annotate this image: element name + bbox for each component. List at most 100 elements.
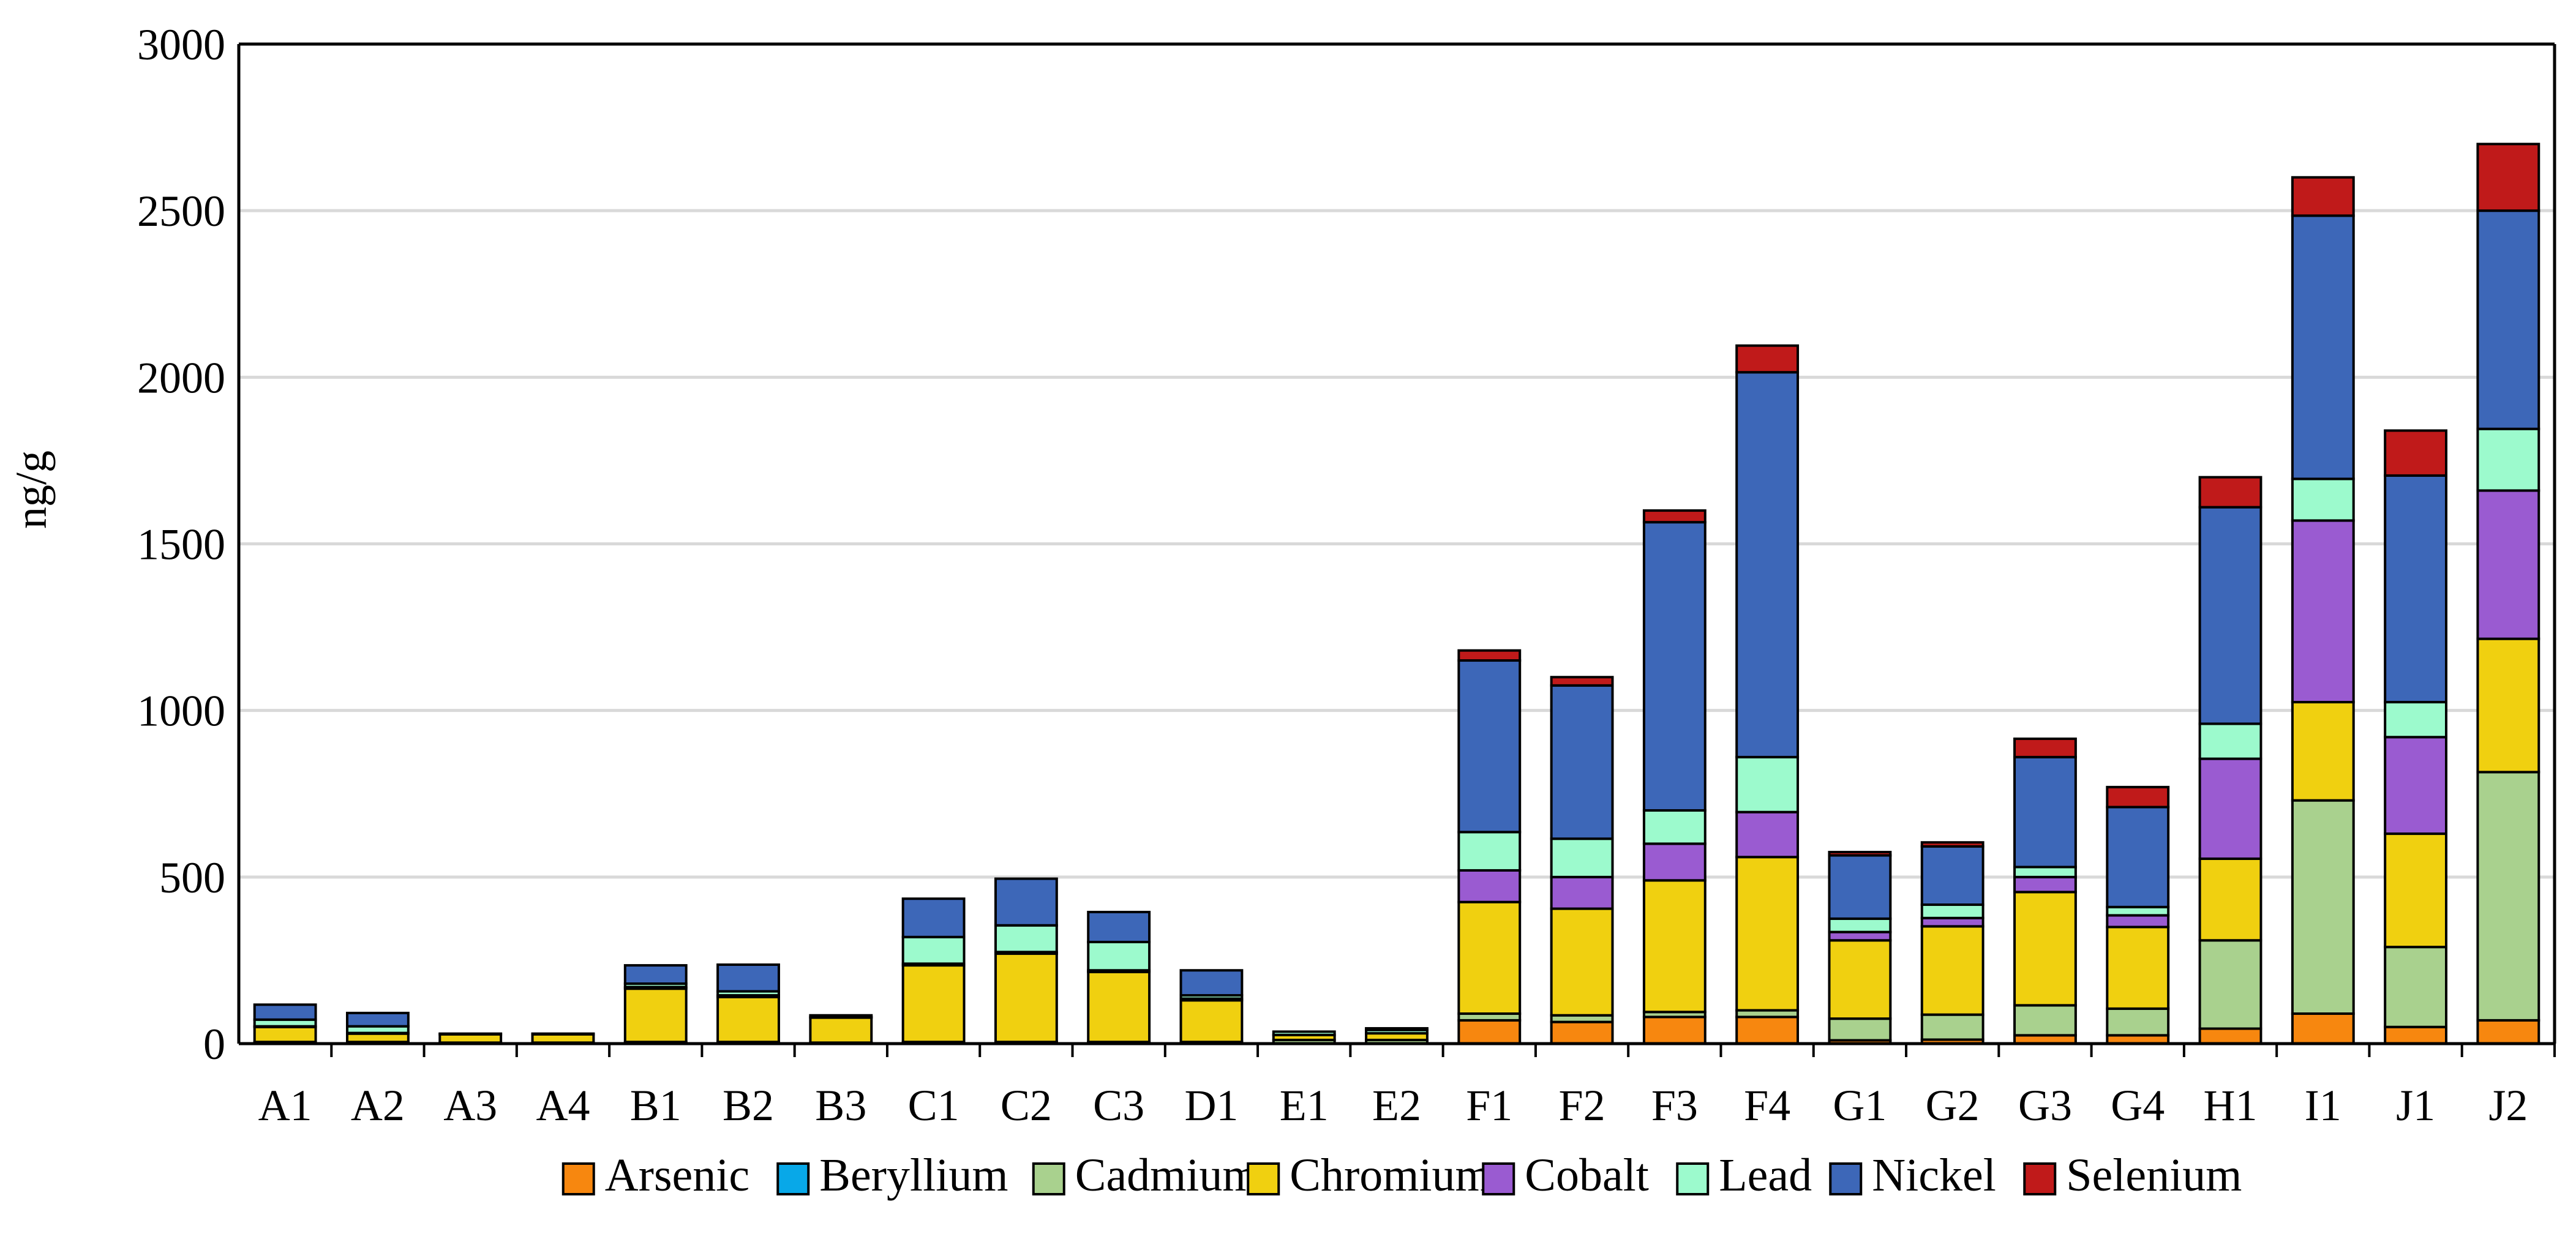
legend-swatch-arsenic [561,1162,595,1195]
legend-swatch-cobalt [1482,1162,1515,1195]
bar-segment-nickel-a1 [253,1003,317,1021]
bar-segment-arsenic-i1 [2291,1012,2355,1045]
y-tick-label: 0 [203,1020,225,1069]
y-axis-title: ng/g [7,451,56,529]
x-tick-label: F1 [1466,1081,1512,1130]
x-tick-label: G3 [2018,1081,2072,1130]
bar-segment-selenium-f3 [1642,509,1707,524]
bar-segment-chromium-j2 [2476,637,2540,774]
bar-segment-arsenic-f4 [1735,1015,1800,1045]
bar-segment-cobalt-j2 [2476,489,2540,640]
bar-segment-nickel-c3 [1087,910,1151,943]
bar-segment-arsenic-h1 [2198,1027,2262,1045]
bar-segment-lead-c1 [901,935,966,965]
bar-segment-chromium-d1 [1179,999,1244,1044]
bar-segment-lead-c2 [994,924,1058,954]
bar-segment-chromium-g3 [2013,891,2077,1007]
bar-segment-nickel-i1 [2291,214,2355,481]
bar-segment-cadmium-g1 [1828,1017,1892,1042]
x-tick-label: G2 [1926,1081,1980,1130]
bar-segment-chromium-a1 [253,1025,317,1044]
x-tick-label: F2 [1559,1081,1605,1130]
bar-segment-nickel-b2 [716,963,780,993]
bar-segment-nickel-f1 [1457,659,1522,834]
legend-swatch-nickel [1829,1162,1863,1195]
bar-segment-lead-e1 [1272,1030,1336,1036]
bar-segment-selenium-j2 [2476,143,2540,212]
bar-segment-cadmium-j2 [2476,771,2540,1022]
bar-segment-arsenic-f2 [1550,1020,1614,1045]
bar-segment-cadmium-j1 [2384,946,2448,1028]
bar-segment-nickel-b1 [623,964,688,985]
x-tick-label: G1 [1833,1081,1887,1130]
bar-segment-chromium-g1 [1828,939,1892,1020]
bar-segment-cobalt-g1 [1828,930,1892,942]
bar-segment-arsenic-f3 [1642,1015,1707,1045]
bar-segment-selenium-g2 [1920,841,1985,848]
bar-segment-nickel-d1 [1179,969,1244,997]
bar-segment-lead-f2 [1550,837,1614,878]
bar-segment-cobalt-f1 [1457,869,1522,903]
bar-segment-lead-g3 [2013,866,2077,878]
bar-segment-chromium-a2 [345,1032,410,1044]
legend-label-arsenic: Arsenic [605,1150,749,1201]
bar-segment-lead-f4 [1735,755,1800,813]
bar-segment-selenium-f1 [1457,649,1522,662]
x-tick-label: H1 [2204,1081,2258,1130]
legend-label-cadmium: Cadmium [1075,1150,1259,1201]
bar-segment-cobalt-j1 [2384,736,2448,836]
bar-segment-lead-j2 [2476,427,2540,492]
legend-label-nickel: Nickel [1872,1150,1996,1201]
legend-swatch-lead [1676,1162,1710,1195]
legend-label-chromium: Chromium [1290,1150,1491,1201]
x-tick-label: C1 [908,1081,959,1130]
bar-segment-chromium-i1 [2291,701,2355,802]
bar-segment-chromium-c1 [901,964,966,1044]
bar-segment-nickel-g4 [2106,806,2170,908]
legend-swatch-cadmium [1032,1162,1065,1195]
bar-segment-selenium-g1 [1828,851,1892,857]
bar-segment-cobalt-h1 [2198,757,2262,860]
legend-label-lead: Lead [1719,1150,1812,1201]
x-tick-label: A4 [536,1081,590,1130]
bar-segment-chromium-g4 [2106,926,2170,1010]
bar-segment-chromium-c2 [994,952,1058,1044]
bar-segment-chromium-a3 [438,1033,503,1044]
bar-segment-lead-j1 [2384,701,2448,739]
bar-segment-chromium-h1 [2198,857,2262,942]
bar-segment-chromium-b2 [716,995,780,1044]
bar-segment-lead-g2 [1920,903,1985,919]
x-tick-label: A1 [258,1081,312,1130]
bar-segment-cobalt-g2 [1920,916,1985,928]
bar-segment-arsenic-f1 [1457,1019,1522,1045]
axes: 0 500 1000 1500 2000 2500 3000 A1 A2 A3 A4 B1 B2 B3 C1… [137,20,2556,1130]
bar-segment-nickel-f4 [1735,371,1800,758]
bar-segment-nickel-g1 [1828,854,1892,920]
bar-segment-cadmium-g2 [1920,1013,1985,1041]
y-tick-label: 2000 [137,353,225,402]
x-tick-label: G4 [2111,1081,2165,1130]
legend: Arsenic Beryllium Cadmium Chromium Cobalt Lea… [561,1150,2242,1201]
bar-segment-selenium-i1 [2291,176,2355,217]
y-tick-label: 1000 [137,687,225,736]
bar-segment-selenium-f2 [1550,676,1614,687]
bar-segment-chromium-f4 [1735,856,1800,1012]
x-tick-label: J2 [2488,1081,2528,1130]
bar-segment-chromium-b3 [809,1016,873,1044]
x-tick-label: A2 [351,1081,405,1130]
x-tick-label: F4 [1744,1081,1790,1130]
x-tick-label: A3 [443,1081,497,1130]
bar-segment-cobalt-f4 [1735,810,1800,859]
bar-segment-cobalt-i1 [2291,519,2355,704]
bar-segment-nickel-f2 [1550,684,1614,840]
bar-segment-nickel-b3 [809,1014,873,1019]
bar-segment-lead-g1 [1828,917,1892,933]
bar-segment-arsenic-j1 [2384,1025,2448,1045]
bar-segment-chromium-f1 [1457,900,1522,1015]
bar-segment-nickel-g2 [1920,845,1985,907]
legend-swatch-chromium [1247,1162,1280,1195]
bar-segment-chromium-f3 [1642,879,1707,1014]
bar-segment-chromium-f2 [1550,907,1614,1017]
